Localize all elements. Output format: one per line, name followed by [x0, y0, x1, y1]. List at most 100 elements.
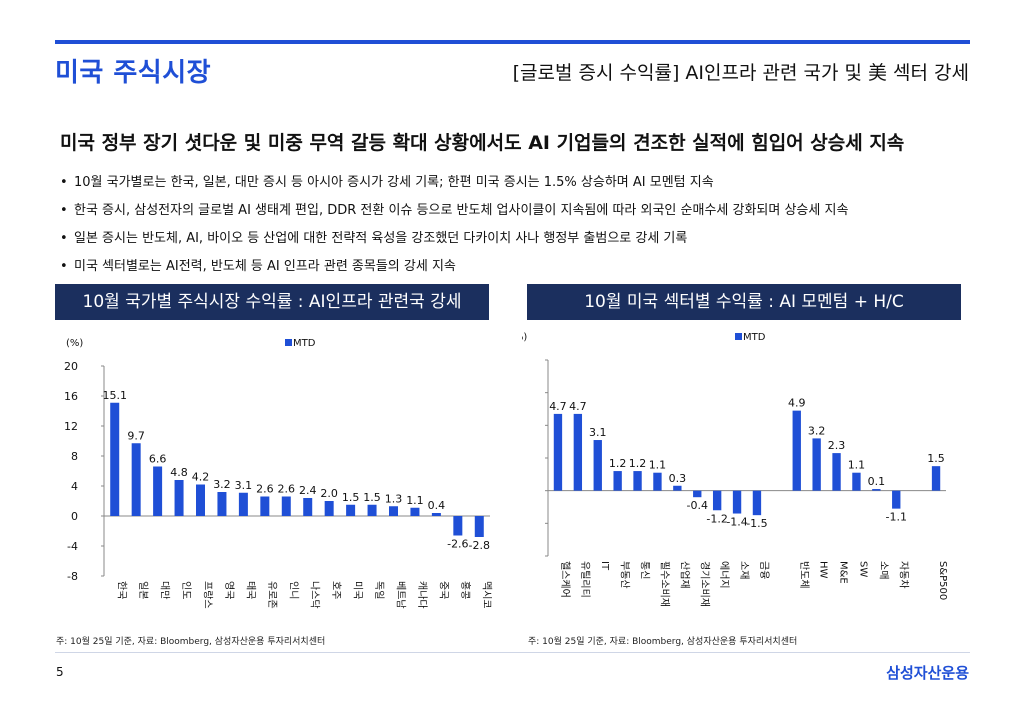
data-label: 4.2 — [192, 471, 210, 484]
country-returns-chart: -8 -4 0 4 8 12 16 20 (%) MTD 15.1 한국 9.7 일본 6.6 대만 4.8 인도… — [64, 338, 492, 609]
category-label: 반도체 — [798, 561, 810, 589]
bar-태국 — [238, 492, 248, 516]
bullet-text: 일본 증시는 반도체, AI, 바이오 등 산업에 대한 전략적 육성을 강조했… — [74, 231, 688, 246]
category-label: 호주 — [330, 581, 342, 599]
footer-rule — [55, 652, 970, 653]
category-label: 헬스케어 — [559, 561, 571, 598]
bar-IT — [593, 440, 602, 491]
category-label: 부동산 — [619, 561, 631, 589]
bar-독일 — [367, 504, 377, 516]
header-rule — [55, 40, 970, 44]
footnote-right: 주: 10월 25일 기준, 자료: Bloomberg, 삼성자산운용 투자리… — [528, 637, 798, 647]
data-label: 2.0 — [320, 487, 338, 500]
data-label: 6.6 — [149, 453, 167, 466]
bullet-text: 미국 섹터별로는 AI전력, 반도체 등 AI 인프라 관련 종목들의 강세 지… — [74, 259, 456, 274]
bar-헬스케어 — [553, 413, 563, 491]
data-label: 2.3 — [828, 439, 846, 452]
company-logo: 삼성자산운용 — [886, 664, 969, 682]
bar-홍콩 — [453, 516, 463, 536]
category-label: 프랑스 — [202, 581, 214, 609]
bar-SW — [852, 472, 861, 491]
legend-swatch — [285, 339, 292, 346]
bar-미국 — [346, 504, 356, 516]
sector-returns-chart: -4-202468(%)MTD4.7헬스케어4.7유틸리티3.1IT1.2부동산… — [522, 332, 948, 607]
category-label: 산업재 — [678, 561, 691, 589]
data-label: 1.1 — [406, 494, 424, 507]
category-label: 소매 — [877, 561, 889, 579]
category-label: S&P500 — [937, 561, 948, 600]
bullet-glyph: • — [60, 231, 68, 246]
category-label: 경기소비재 — [698, 561, 711, 607]
legend-label: MTD — [743, 332, 766, 343]
bar-반도체 — [792, 410, 801, 491]
data-label: 0.1 — [868, 475, 886, 488]
data-label: 1.5 — [927, 452, 945, 465]
bar-캐나다 — [410, 507, 420, 516]
data-label: -1.2 — [706, 512, 727, 525]
bar-영국 — [217, 492, 227, 516]
page-number: 5 — [56, 665, 64, 679]
bar-통신 — [633, 471, 642, 491]
y-tick-label: -4 — [67, 540, 78, 553]
category-label: 유로존 — [266, 581, 278, 609]
data-label: -2.8 — [469, 539, 490, 552]
data-label: 1.3 — [385, 492, 403, 505]
bullet-glyph: • — [60, 259, 68, 274]
category-label: 인도 — [180, 581, 192, 599]
headline: 미국 정부 장기 셧다운 및 미중 무역 갈등 확대 상황에서도 AI 기업들의… — [60, 132, 905, 154]
bar-인니 — [281, 496, 291, 516]
bullet-list: • 10월 국가별로는 한국, 일본, 대만 증시 등 아시아 증시가 강세 기록… — [60, 172, 848, 284]
bullet-glyph: • — [60, 203, 68, 218]
category-label: 영국 — [223, 581, 235, 599]
data-label: 0.4 — [428, 499, 446, 512]
bar-HW — [812, 438, 821, 491]
data-label: 4.7 — [569, 400, 587, 413]
bullet-item: • 10월 국가별로는 한국, 일본, 대만 증시 등 아시아 증시가 강세 기록… — [60, 172, 848, 200]
data-label: 1.1 — [848, 459, 866, 472]
category-label: 멕시코 — [480, 581, 492, 609]
data-label: 1.1 — [649, 459, 667, 472]
y-axis-unit-label: (%) — [66, 338, 83, 349]
page-title: 미국 주식시장 — [55, 58, 212, 88]
category-label: 금융 — [758, 561, 770, 579]
category-label: 소재 — [738, 561, 750, 579]
data-label: 15.1 — [102, 389, 127, 402]
data-label: 4.9 — [788, 397, 806, 410]
data-label: 2.6 — [278, 483, 296, 496]
data-label: 4.7 — [549, 400, 567, 413]
bar-소재 — [732, 490, 742, 514]
page-subtitle: [글로벌 증시 수익률] AI인프라 관련 국가 및 美 섹터 강세 — [512, 62, 969, 84]
bar-부동산 — [613, 471, 622, 491]
data-label: 2.4 — [299, 484, 317, 497]
y-axis-unit-label: (%) — [522, 332, 527, 343]
data-label: 1.5 — [363, 491, 381, 504]
bar-멕시코 — [474, 516, 484, 537]
bar-경기소비재 — [693, 490, 702, 498]
bar-유틸리티 — [573, 413, 583, 491]
y-tick-label: 16 — [64, 390, 78, 403]
category-label: 한국 — [116, 581, 128, 599]
category-label: 베트남 — [395, 581, 407, 609]
data-label: 3.1 — [235, 479, 253, 492]
bar-프랑스 — [196, 484, 205, 516]
y-tick-label: 12 — [64, 420, 78, 433]
bullet-text: 10월 국가별로는 한국, 일본, 대만 증시 등 아시아 증시가 강세 기록;… — [74, 175, 714, 190]
bar-에너지 — [712, 490, 722, 511]
category-label: 홍콩 — [459, 581, 472, 599]
category-label: 자동차 — [897, 561, 909, 589]
data-label: 1.5 — [342, 491, 360, 504]
category-label: 일본 — [137, 581, 149, 599]
bar-나스닥 — [303, 498, 313, 516]
data-label: 2.6 — [256, 483, 274, 496]
y-tick-label: 20 — [64, 360, 78, 373]
bullet-text: 한국 증시, 삼성전자의 글로벌 AI 생태계 편입, DDR 전환 이슈 등으… — [74, 203, 849, 218]
data-label: 4.8 — [170, 466, 188, 479]
bar-인도 — [174, 480, 184, 516]
data-label: 3.1 — [589, 426, 607, 439]
data-label: 1.2 — [629, 457, 647, 470]
bullet-item: • 일본 증시는 반도체, AI, 바이오 등 산업에 대한 전략적 육성을 강조… — [60, 228, 848, 256]
bar-중국 — [431, 513, 441, 516]
category-label: 미국 — [352, 581, 364, 599]
category-label: M&E — [838, 561, 849, 584]
legend-swatch — [735, 333, 742, 340]
